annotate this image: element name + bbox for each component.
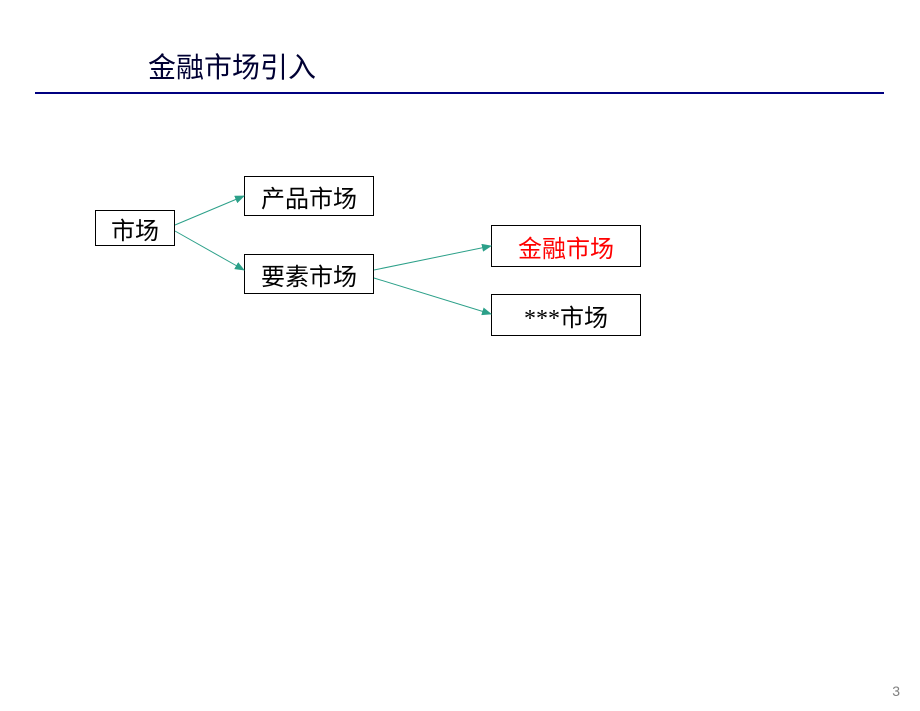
node-market: 市场	[95, 210, 175, 246]
node-product: 产品市场	[244, 176, 374, 216]
page-number: 3	[892, 683, 900, 699]
edge-market-factor	[175, 231, 244, 270]
node-financial: 金融市场	[491, 225, 641, 267]
edge-factor-other	[374, 278, 491, 314]
node-factor: 要素市场	[244, 254, 374, 294]
title-rule	[35, 92, 884, 94]
edge-market-product	[175, 196, 244, 225]
slide-title: 金融市场引入	[148, 46, 316, 86]
arrows-layer	[0, 0, 920, 711]
edge-factor-financial	[374, 246, 491, 270]
node-other: ***市场	[491, 294, 641, 336]
